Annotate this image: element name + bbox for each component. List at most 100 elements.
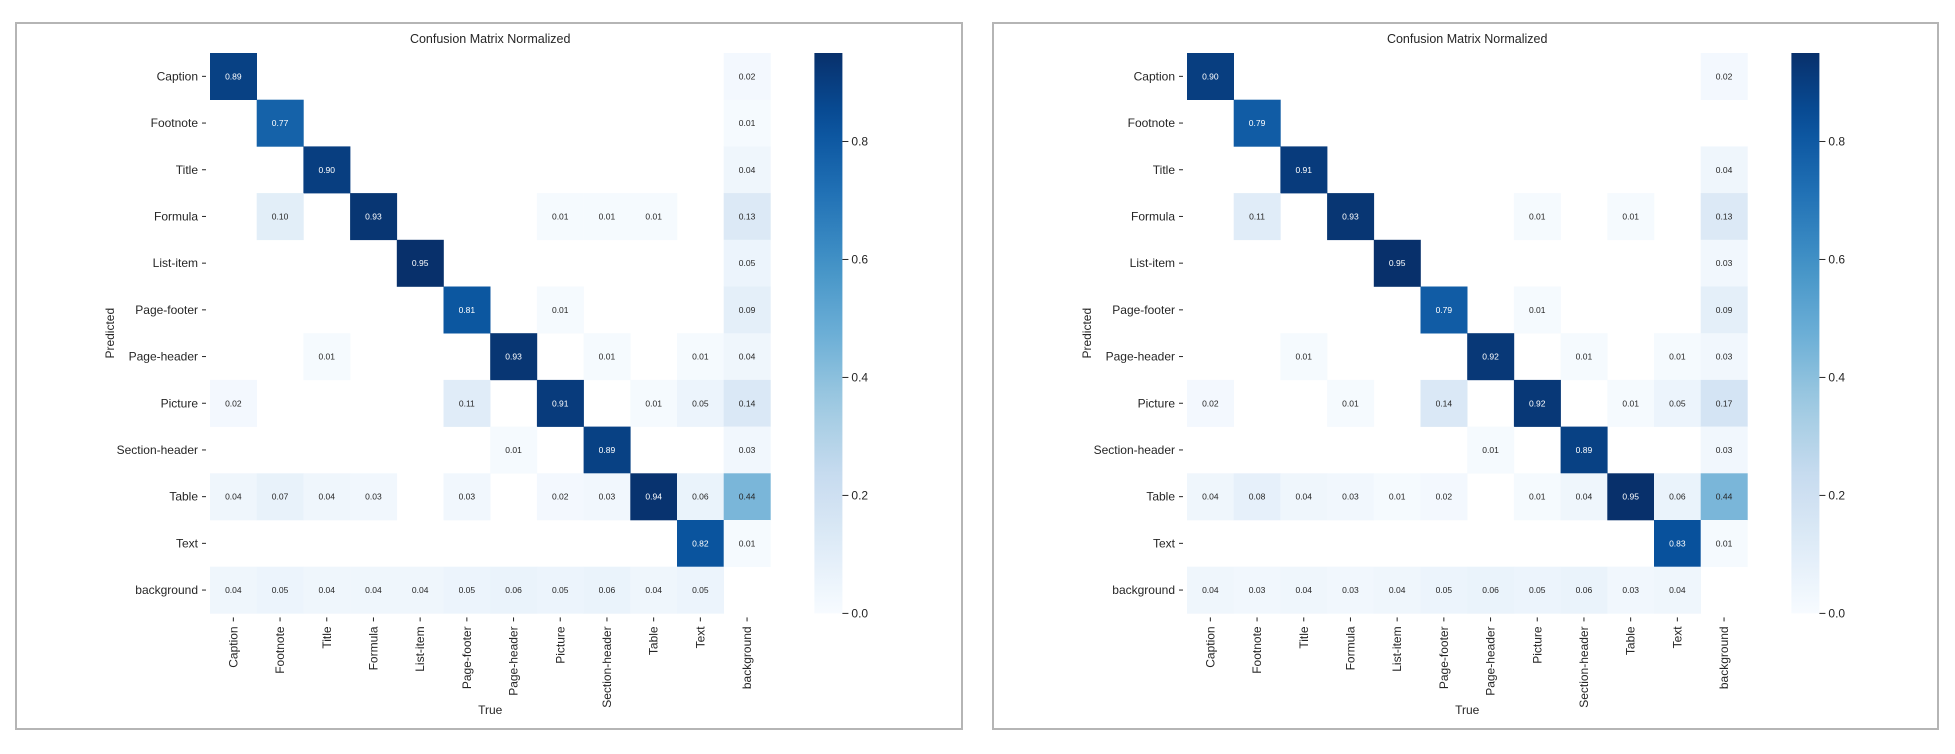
heatmap-cell	[536, 473, 584, 521]
cell-value-label: 0.01	[1716, 538, 1733, 548]
confusion-matrix-panel-right: Confusion Matrix Normalized 0.90 0.02 0.79 0…	[992, 22, 1939, 730]
cell-value-label: 0.01	[1529, 211, 1546, 221]
colorbar-tick-label: 0.6	[1828, 252, 1845, 266]
cell-value-label: 0.07	[272, 492, 289, 502]
cell-value-label: 0.03	[739, 445, 756, 455]
heatmap-cell	[210, 566, 257, 614]
heatmap-cell	[536, 566, 584, 614]
cell-value-label: 0.04	[1716, 165, 1733, 175]
heatmap-cell	[1560, 473, 1608, 521]
heatmap-cell	[1654, 473, 1701, 521]
cell-value-label: 0.89	[225, 71, 242, 81]
y-tick-label: Footnote	[151, 116, 199, 130]
cell-value-label: 0.03	[1622, 585, 1639, 595]
heatmap-cell	[1187, 473, 1234, 521]
heatmap-cell	[630, 566, 678, 614]
heatmap-cell	[256, 99, 304, 147]
cell-value-label: 0.92	[1482, 352, 1499, 362]
cell-value-label: 0.03	[1716, 445, 1733, 455]
cell-value-label: 0.01	[1389, 492, 1406, 502]
cell-value-label: 0.06	[599, 585, 616, 595]
cell-value-label: 0.05	[272, 585, 289, 595]
cell-value-label: 0.01	[1669, 352, 1686, 362]
cell-value-label: 0.95	[412, 258, 429, 268]
heatmap-cell	[677, 333, 724, 381]
x-axis-label: True	[1455, 703, 1480, 717]
cell-value-label: 0.91	[1295, 165, 1312, 175]
colorbar-tick-label: 0.4	[851, 370, 868, 384]
cell-value-label: 0.04	[225, 585, 242, 595]
heatmap-cell	[303, 146, 351, 194]
heatmap-cell	[1654, 333, 1701, 381]
heatmap-cell	[1467, 566, 1515, 614]
x-tick-label: Text	[1670, 626, 1684, 649]
chart-title: Confusion Matrix Normalized	[410, 32, 571, 46]
cell-value-label: 0.05	[1529, 585, 1546, 595]
heatmap-cell	[1700, 239, 1748, 287]
cell-value-label: 0.01	[692, 352, 709, 362]
heatmap-cell	[630, 193, 678, 241]
heatmap-cell	[210, 379, 257, 427]
heatmap-cell	[1560, 333, 1608, 381]
cell-value-label: 0.05	[692, 585, 709, 595]
heatmap-cell	[210, 473, 257, 521]
heatmap-cell	[1513, 286, 1561, 334]
heatmap-cell	[1467, 333, 1515, 381]
heatmap-cell	[303, 566, 351, 614]
heatmap-cell	[256, 193, 304, 241]
y-tick-label: Formula	[154, 209, 198, 223]
x-tick-label: Caption	[226, 626, 240, 667]
x-tick-label: List-item	[1390, 626, 1404, 671]
x-tick-label: Title	[320, 626, 334, 649]
heatmap-cell	[256, 473, 304, 521]
cell-value-label: 0.02	[1202, 398, 1219, 408]
cell-value-label: 0.01	[1576, 352, 1593, 362]
heatmap-cell	[536, 379, 584, 427]
x-tick-label: Title	[1297, 626, 1311, 649]
heatmap-cell	[1420, 566, 1468, 614]
heatmap-cell	[1280, 146, 1328, 194]
y-tick-label: List-item	[153, 256, 198, 270]
cell-value-label: 0.03	[1342, 585, 1359, 595]
heatmap-cell	[536, 193, 584, 241]
heatmap-cell	[1654, 520, 1701, 567]
heatmap-cell	[1280, 473, 1328, 521]
x-tick-label: background	[1717, 626, 1731, 689]
heatmap-cell	[1420, 473, 1468, 521]
cell-value-label: 0.04	[318, 492, 335, 502]
heatmap-cell	[583, 426, 631, 474]
cell-value-label: 0.01	[739, 538, 756, 548]
heatmap-cell	[630, 379, 678, 427]
cell-value-label: 0.05	[552, 585, 569, 595]
colorbar-tick-label: 0.2	[1828, 488, 1845, 502]
cell-value-label: 0.03	[365, 492, 382, 502]
heatmap-cell	[210, 53, 257, 100]
heatmap-cell	[1513, 473, 1561, 521]
heatmap-cell	[443, 566, 491, 614]
cell-value-label: 0.04	[412, 585, 429, 595]
heatmap-cell	[350, 193, 398, 241]
heatmap-cell	[677, 520, 724, 567]
heatmap-cell	[1233, 99, 1281, 147]
heatmap-cell	[1700, 286, 1748, 334]
heatmap-cell	[1607, 473, 1655, 521]
cell-value-label: 0.77	[272, 118, 289, 128]
y-tick-label: Page-header	[129, 350, 198, 364]
heatmap-cell	[1513, 379, 1561, 427]
y-tick-label: Page-footer	[135, 303, 198, 317]
cell-value-label: 0.01	[645, 398, 662, 408]
colorbar-tick-label: 0.8	[1828, 134, 1845, 148]
heatmap-cell	[1327, 193, 1375, 241]
colorbar-tick-label: 0.8	[851, 134, 868, 148]
cell-value-label: 0.04	[1295, 585, 1312, 595]
cell-value-label: 0.90	[1202, 71, 1219, 81]
y-tick-label: Caption	[157, 69, 198, 83]
cell-value-label: 0.01	[1295, 352, 1312, 362]
cell-value-label: 0.03	[1249, 585, 1266, 595]
heatmap-cell	[723, 473, 771, 521]
heatmap-cell	[1187, 566, 1234, 614]
cell-value-label: 0.01	[552, 305, 569, 315]
y-tick-label: Picture	[1138, 396, 1176, 410]
cell-value-label: 0.01	[505, 445, 522, 455]
heatmap-cell	[350, 473, 398, 521]
